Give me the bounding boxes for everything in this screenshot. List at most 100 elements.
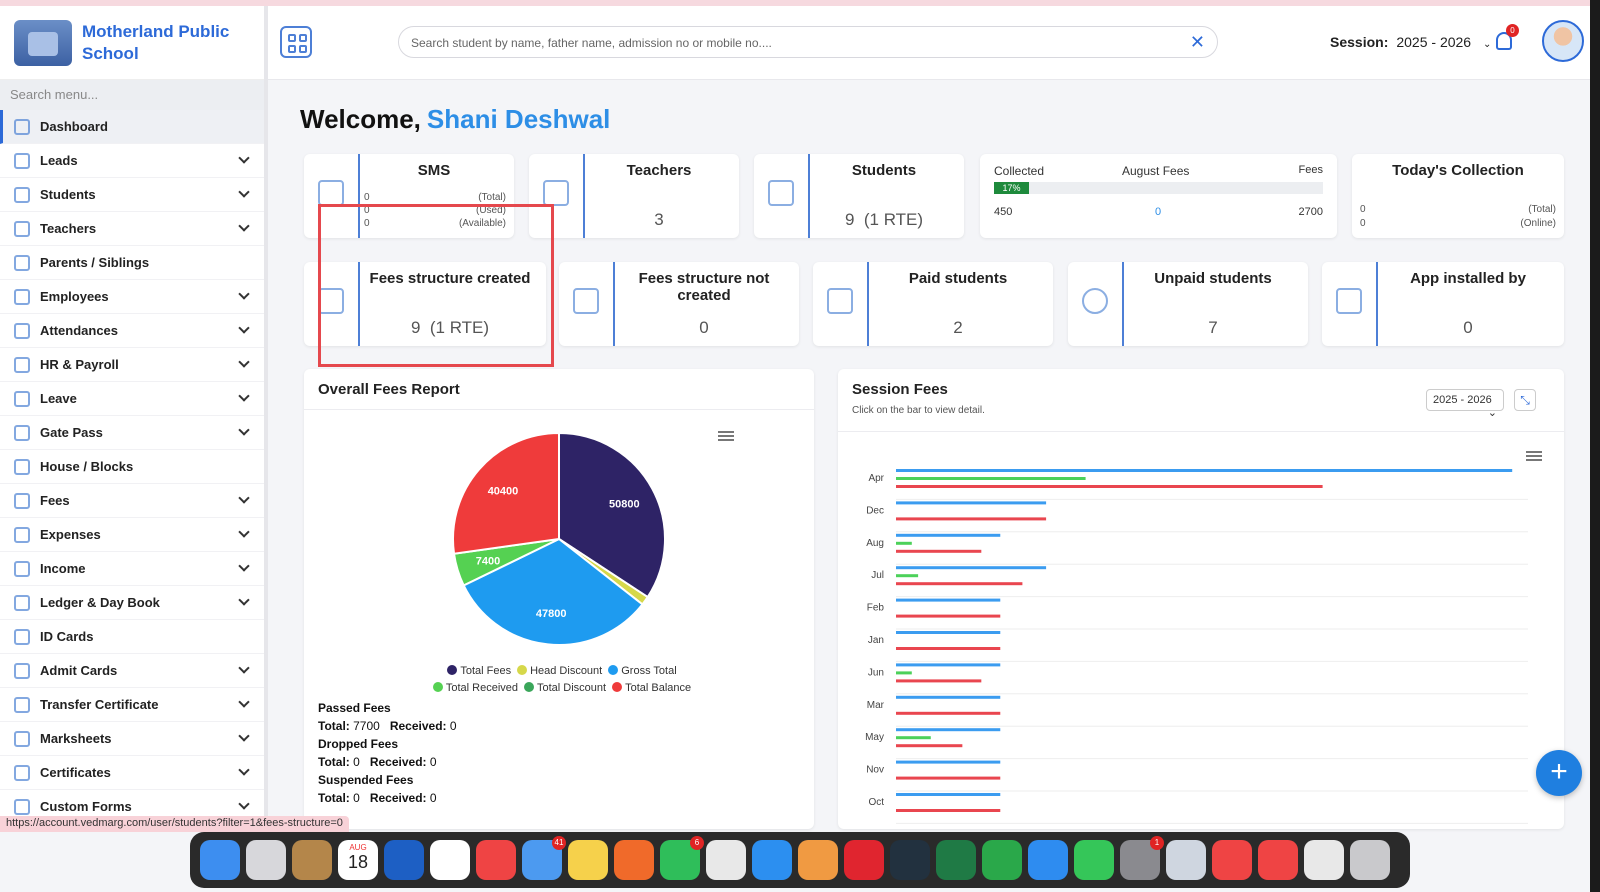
legend-item[interactable]: Head Discount <box>511 665 602 677</box>
whatsapp-icon[interactable]: 6 <box>660 836 704 880</box>
trash-icon[interactable] <box>1350 840 1390 880</box>
code-icon[interactable] <box>890 840 930 880</box>
sidebar-item-certificates[interactable]: Certificates <box>0 756 264 790</box>
fees-structure-not-created-card[interactable]: Fees structure not created 0 <box>559 262 799 346</box>
todays-collection-card[interactable]: Today's Collection 0 (Total) 0 (Online) <box>1352 154 1564 238</box>
overall-fees-pie-chart[interactable]: 50800 47800 7400 40400 <box>304 419 814 679</box>
calendar-icon[interactable]: AUG 18 <box>338 840 378 880</box>
sidebar-item-teachers[interactable]: Teachers <box>0 212 264 246</box>
bar[interactable] <box>896 501 1047 505</box>
bar[interactable] <box>896 598 1001 602</box>
bar[interactable] <box>896 809 1001 812</box>
vedmarg-admin-icon[interactable] <box>430 840 470 880</box>
settings-icon[interactable]: 1 <box>1120 836 1164 880</box>
bar[interactable] <box>896 711 1001 715</box>
session-selector[interactable]: Session: 2025 - 2026 ⌄ <box>1330 34 1491 50</box>
bar[interactable] <box>896 533 1001 537</box>
session-year-select[interactable]: 2025 - 2026 ⌄ <box>1426 389 1504 419</box>
vedmarg-icon[interactable] <box>384 840 424 880</box>
sidebar-item-attendances[interactable]: Attendances <box>0 314 264 348</box>
legend-item[interactable]: Total Received <box>427 682 518 694</box>
sidebar-item-dashboard[interactable]: Dashboard <box>0 110 264 144</box>
bar[interactable] <box>896 614 1001 618</box>
bar[interactable] <box>896 647 1001 650</box>
bar[interactable] <box>896 549 982 553</box>
anydesk-icon[interactable] <box>476 840 516 880</box>
menu-search-input[interactable]: Search menu... <box>0 80 264 110</box>
bar[interactable] <box>896 776 1001 780</box>
bar[interactable] <box>896 679 982 683</box>
sidebar-item-parents-siblings[interactable]: Parents / Siblings <box>0 246 264 280</box>
documents-icon[interactable] <box>1304 840 1344 880</box>
launchpad-icon[interactable] <box>246 840 286 880</box>
legend-item[interactable]: Total Fees <box>441 665 511 677</box>
bar[interactable] <box>896 477 1086 480</box>
collapse-icon[interactable]: ⤡ <box>1514 389 1536 411</box>
appstore-icon[interactable] <box>1028 840 1068 880</box>
user-avatar[interactable] <box>1542 20 1584 62</box>
bar[interactable] <box>896 469 1513 472</box>
sidebar-item-income[interactable]: Income <box>0 552 264 586</box>
bar[interactable] <box>896 517 1047 521</box>
students-card[interactable]: Students 9 (1 RTE) <box>754 154 964 238</box>
bell-icon[interactable] <box>1496 32 1512 50</box>
sidebar-item-students[interactable]: Students <box>0 178 264 212</box>
sidebar-item-ledger-day-book[interactable]: Ledger & Day Book <box>0 586 264 620</box>
apps-grid-button[interactable] <box>280 26 312 58</box>
mail-icon[interactable]: 41 <box>522 836 566 880</box>
safari-icon[interactable] <box>752 840 792 880</box>
sidebar-item-fees[interactable]: Fees <box>0 484 264 518</box>
bar[interactable] <box>896 728 1001 732</box>
anydesk-icon[interactable] <box>1212 840 1252 880</box>
sidebar-item-admit-cards[interactable]: Admit Cards <box>0 654 264 688</box>
numbers-icon[interactable] <box>982 840 1022 880</box>
sms-card[interactable]: SMS 0 (Total) 0 (Used) 0 (Available) <box>304 154 514 238</box>
anydesk-icon[interactable] <box>1258 840 1298 880</box>
bar[interactable] <box>896 631 1001 634</box>
sidebar-item-expenses[interactable]: Expenses <box>0 518 264 552</box>
fees-structure-created-card[interactable]: Fees structure created 9 (1 RTE) <box>304 262 546 346</box>
brand[interactable]: Motherland Public School <box>0 6 264 80</box>
excel-icon[interactable] <box>936 840 976 880</box>
bar[interactable] <box>896 744 963 748</box>
facetime-icon[interactable] <box>1074 840 1114 880</box>
bar[interactable] <box>896 695 1001 699</box>
bar[interactable] <box>896 485 1323 488</box>
sidebar-item-employees[interactable]: Employees <box>0 280 264 314</box>
bar[interactable] <box>896 582 1023 586</box>
bar[interactable] <box>896 736 931 740</box>
unpaid-students-card[interactable]: Unpaid students 7 <box>1068 262 1308 346</box>
sidebar-item-gate-pass[interactable]: Gate Pass <box>0 416 264 450</box>
bar[interactable] <box>896 574 919 578</box>
notes-icon[interactable] <box>568 840 608 880</box>
firefox-icon[interactable] <box>614 840 654 880</box>
pie-slice[interactable] <box>462 537 644 646</box>
sidebar-item-leave[interactable]: Leave <box>0 382 264 416</box>
sidebar-item-id-cards[interactable]: ID Cards <box>0 620 264 654</box>
teachers-card[interactable]: Teachers 3 <box>529 154 739 238</box>
bar[interactable] <box>896 793 1001 796</box>
tool-icon[interactable] <box>798 840 838 880</box>
quicktime-icon[interactable] <box>1166 840 1206 880</box>
add-fab-button[interactable]: + <box>1536 750 1582 796</box>
app-installed-card[interactable]: App installed by 0 <box>1322 262 1564 346</box>
chrome-icon[interactable] <box>706 840 746 880</box>
bar[interactable] <box>896 663 1001 667</box>
legend-item[interactable]: Gross Total <box>602 665 677 677</box>
chart-menu-icon[interactable] <box>718 431 734 441</box>
finder-icon[interactable] <box>200 840 240 880</box>
legend-item[interactable]: Total Discount <box>518 682 606 694</box>
paid-students-card[interactable]: Paid students 2 <box>813 262 1053 346</box>
student-search-input[interactable]: Search student by name, father name, adm… <box>398 26 1218 58</box>
bar[interactable] <box>896 760 1001 764</box>
chart-menu-icon[interactable] <box>1526 451 1542 461</box>
opera-icon[interactable] <box>844 840 884 880</box>
pie-slice[interactable] <box>452 431 560 555</box>
sidebar-item-marksheets[interactable]: Marksheets <box>0 722 264 756</box>
bar[interactable] <box>896 671 912 675</box>
sidebar-item-transfer-certificate[interactable]: Transfer Certificate <box>0 688 264 722</box>
clear-search-icon[interactable]: ✕ <box>1189 32 1205 52</box>
bar[interactable] <box>896 566 1047 570</box>
august-fees-card[interactable]: Collected August Fees Fees 17% 450 0 270… <box>980 154 1337 238</box>
session-fees-bar-chart[interactable]: Apr Dec Aug Jul Feb Jan Jun Mar May Nov Oct <box>838 469 1564 829</box>
